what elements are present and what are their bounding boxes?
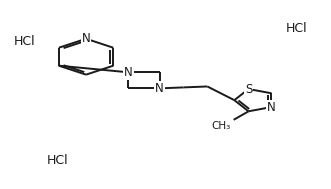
Text: S: S (245, 83, 252, 95)
Text: HCl: HCl (285, 22, 307, 35)
Text: CH₃: CH₃ (212, 121, 231, 131)
Text: N: N (267, 101, 276, 114)
Text: HCl: HCl (47, 154, 69, 167)
Text: HCl: HCl (14, 35, 36, 48)
Text: N: N (124, 66, 133, 79)
Text: N: N (155, 82, 164, 95)
Text: N: N (82, 32, 90, 45)
